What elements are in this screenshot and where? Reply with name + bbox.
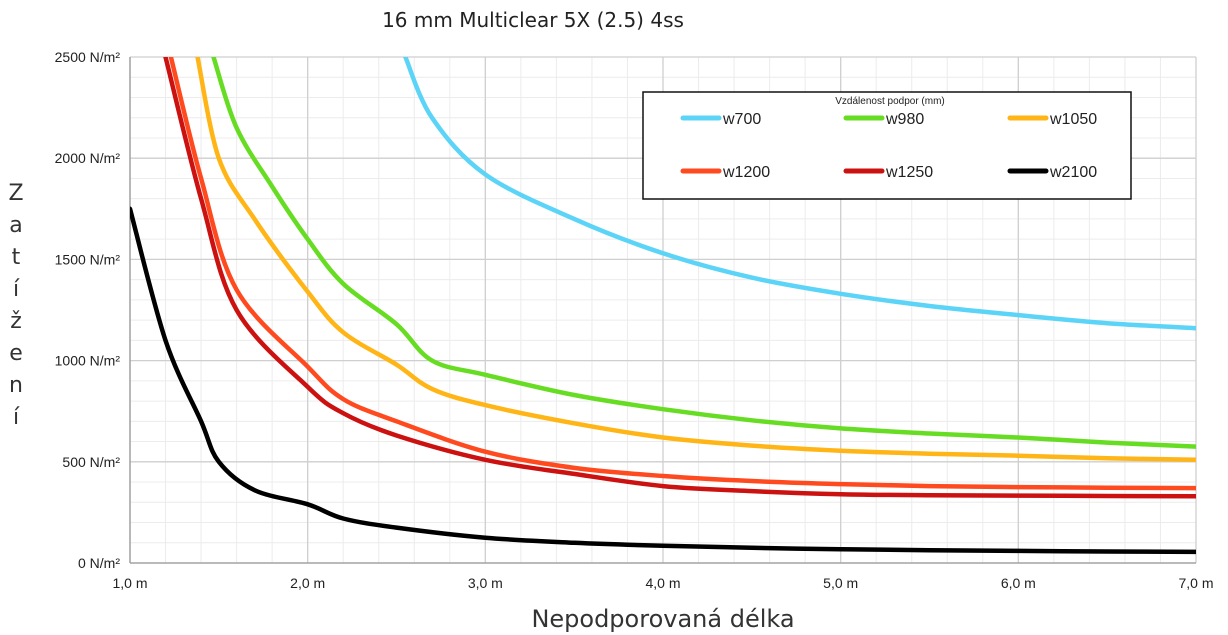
chart-title: 16 mm Multiclear 5X (2.5) 4ss [382,8,684,32]
series-line-w700 [403,57,1196,331]
y-axis-label-char: ž [10,309,22,334]
y-tick-label: 0 N/m² [78,555,120,571]
y-axis-label-char: n [9,373,23,398]
x-tick-label: 5,0 m [823,575,858,591]
series-line-w2100 [130,206,1196,555]
x-tick-label: 4,0 m [645,575,680,591]
series-line-w1200 [168,57,1196,491]
x-tick-label: 1,0 m [112,575,147,591]
y-axis-label-char: í [13,277,20,302]
legend-label-w2100: w2100 [1049,164,1097,181]
y-tick-label: 500 N/m² [62,454,120,470]
y-tick-labels: 0 N/m² 500 N/m² 1000 N/m² 1500 N/m² 2000 N/m… [55,49,121,571]
legend-label-w1200: w1200 [722,164,770,181]
y-axis-label-char: t [12,245,21,270]
series-lines [130,57,1196,555]
y-tick-label: 1500 N/m² [55,251,121,267]
series-line-w1050 [195,57,1196,463]
x-tick-label: 6,0 m [1001,575,1036,591]
legend: Vzdálenost podpor (mm) w700 w980 w1050 w120… [642,91,1132,200]
y-axis-label-char: e [9,341,23,366]
legend-label-w1250: w1250 [885,164,933,181]
x-tick-labels: 1,0 m 2,0 m 3,0 m 4,0 m 5,0 m 6,0 m 7,0 m [112,575,1213,591]
legend-title: Vzdálenost podpor (mm) [835,96,945,107]
x-tick-label: 7,0 m [1178,575,1213,591]
legend-label-w1050: w1050 [1049,111,1097,128]
x-tick-label: 3,0 m [468,575,503,591]
x-tick-label: 2,0 m [290,575,325,591]
x-axis-label: Nepodporovaná délka [531,605,794,633]
y-axis-label-char: Z [8,181,23,206]
axes [129,57,1196,564]
series-line-w980 [211,57,1196,449]
y-axis-label-char: í [13,405,20,430]
y-tick-label: 1000 N/m² [55,353,121,369]
y-tick-label: 2000 N/m² [55,150,121,166]
legend-box [642,91,1132,200]
legend-label-w980: w980 [885,111,924,128]
legend-items: w700 w980 w1050 w1200 w1250 w2100 [680,111,1097,181]
y-axis-label-char: a [9,213,22,238]
series-line-w1250 [163,57,1196,499]
legend-label-w700: w700 [722,111,761,128]
y-tick-label: 2500 N/m² [55,49,121,65]
